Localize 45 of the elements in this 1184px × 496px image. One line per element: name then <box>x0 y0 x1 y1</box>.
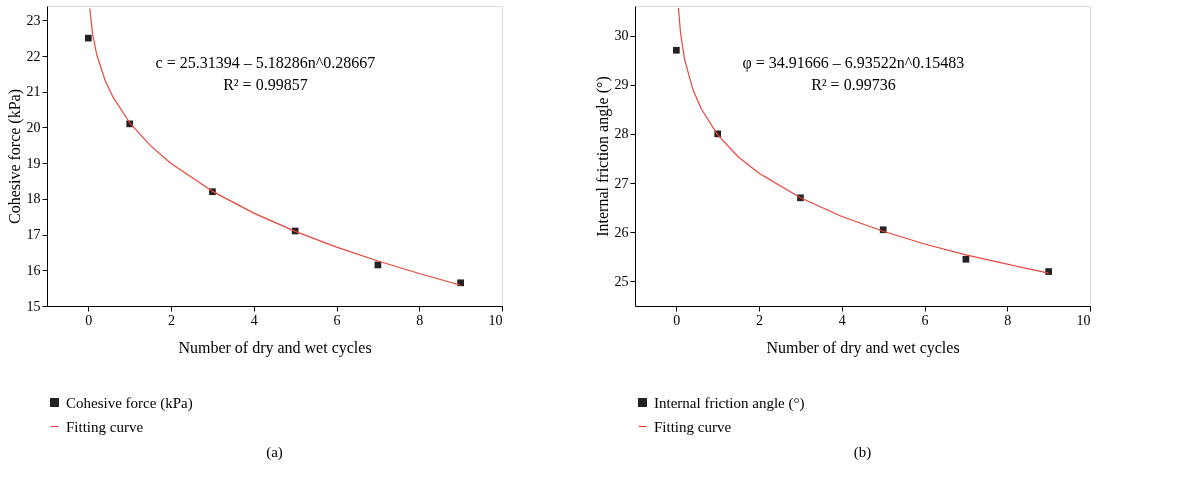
y-tick-label: 16 <box>26 262 41 278</box>
y-tick-label: 20 <box>26 119 41 135</box>
annotation: c = 25.31394 – 5.18286n^0.28667 <box>155 54 376 71</box>
y-tick-label: 27 <box>614 175 629 191</box>
x-axis-title: Number of dry and wet cycles <box>178 338 372 357</box>
y-tick-label: 30 <box>614 28 629 44</box>
y-tick-label: 17 <box>26 227 41 243</box>
y-tick-label: 18 <box>26 191 41 207</box>
legend-label: Internal friction angle (°) <box>654 394 805 412</box>
x-axis-title: Number of dry and wet cycles <box>766 338 960 357</box>
point <box>673 46 680 54</box>
y-axis-title: Cohesive force (kPa) <box>5 88 24 225</box>
x-tick-label: 10 <box>488 312 503 328</box>
point <box>962 255 970 263</box>
x-tick-label: 4 <box>838 312 846 328</box>
annotation: R² = 0.99857 <box>223 76 308 93</box>
y-tick-label: 23 <box>26 12 41 28</box>
x-tick-label: 2 <box>756 312 764 328</box>
x-tick-label: 8 <box>416 312 424 328</box>
legend-label: Fitting curve <box>66 418 144 435</box>
annotation: φ = 34.91666 – 6.93522n^0.15483 <box>742 54 965 72</box>
y-tick-label: 15 <box>26 298 41 314</box>
y-tick-label: 29 <box>614 77 629 93</box>
y-axis-title: Internal friction angle (°) <box>593 76 612 237</box>
x-tick-label: 2 <box>168 312 176 328</box>
point <box>85 34 92 42</box>
text: (a) <box>266 444 283 461</box>
annotation: R² = 0.99736 <box>811 76 896 93</box>
y-tick-label: 28 <box>614 126 629 142</box>
text: (b) <box>853 444 872 461</box>
y-tick-label: 19 <box>26 155 41 171</box>
y-tick-label: 21 <box>26 84 41 100</box>
x-tick-label: 0 <box>85 312 93 328</box>
y-tick-label: 25 <box>614 273 629 289</box>
x-tick-label: 0 <box>673 312 681 328</box>
x-tick-label: 4 <box>250 312 258 328</box>
x-tick-label: 6 <box>333 312 341 328</box>
legend-label: Cohesive force (kPa) <box>66 394 193 412</box>
x-tick-label: 10 <box>1076 312 1091 328</box>
x-tick-label: 8 <box>1004 312 1012 328</box>
y-tick-label: 26 <box>614 224 629 240</box>
legend-label: Fitting curve <box>654 418 732 435</box>
x-tick-label: 6 <box>921 312 929 328</box>
y-tick-label: 22 <box>26 48 41 64</box>
line-series <box>677 7 1050 274</box>
